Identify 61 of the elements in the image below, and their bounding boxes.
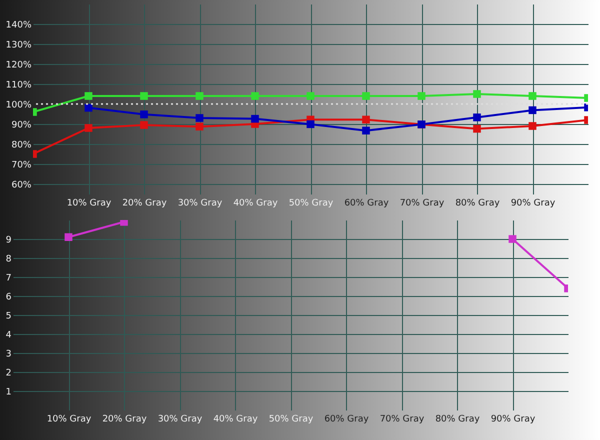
point — [473, 124, 481, 133]
point — [84, 92, 92, 100]
x-tick-label: 80% Gray — [435, 414, 480, 424]
point — [362, 126, 370, 134]
y-tick-label: 4 — [6, 330, 12, 340]
x-tick-label: 20% Gray — [102, 414, 148, 424]
x-tick-label: 80% Gray — [455, 198, 500, 208]
y-tick-label: 120% — [6, 60, 32, 70]
point — [473, 90, 481, 98]
x-tick-label: 60% Gray — [324, 414, 370, 424]
y-tick-label: 100% — [6, 100, 32, 110]
x-tick-label: 30% Gray — [178, 198, 223, 208]
x-tick-label: 40% Gray — [233, 198, 278, 208]
point — [473, 114, 481, 122]
point — [196, 114, 204, 122]
x-tick-label: 70% Gray — [400, 198, 445, 208]
x-tick-label: 30% Gray — [158, 414, 203, 424]
y-tick-label: 60% — [11, 180, 32, 190]
point — [140, 121, 148, 129]
y-tick-label: 7 — [6, 274, 12, 284]
y-tick-label: 130% — [6, 40, 32, 50]
y-tick-label: 5 — [6, 312, 12, 322]
y-tick-label: 90% — [11, 120, 32, 130]
x-tick-label: 20% Gray — [122, 198, 168, 208]
x-tick-label: 70% Gray — [380, 414, 425, 424]
x-tick-label: 60% Gray — [344, 198, 390, 208]
y-tick-label: 9 — [6, 236, 12, 246]
point — [306, 120, 314, 128]
point — [362, 116, 370, 124]
y-tick-label: 6 — [6, 292, 12, 302]
x-tick-label: 50% Gray — [268, 414, 314, 424]
point — [84, 104, 92, 112]
point — [306, 92, 314, 100]
y-tick-label: 8 — [6, 254, 12, 264]
x-tick-label: 90% Gray — [510, 198, 556, 208]
point — [196, 122, 204, 130]
point — [418, 92, 426, 100]
point — [140, 110, 148, 118]
y-tick-label: 140% — [6, 20, 32, 30]
point — [251, 92, 259, 100]
point — [362, 92, 370, 100]
x-tick-label: 90% Gray — [490, 414, 536, 424]
point — [251, 114, 259, 123]
point — [64, 233, 72, 241]
y-tick-label: 1 — [6, 388, 12, 398]
y-tick-label: 110% — [6, 80, 32, 90]
y-tick-label: 80% — [11, 140, 32, 150]
x-tick-label: 40% Gray — [213, 414, 258, 424]
point — [84, 124, 92, 132]
x-tick-label: 10% Gray — [46, 414, 92, 424]
point — [528, 92, 536, 100]
point — [196, 92, 204, 100]
point — [120, 220, 128, 226]
point — [528, 106, 536, 114]
x-tick-label: 50% Gray — [288, 198, 334, 208]
x-tick-label: 10% Gray — [66, 198, 112, 208]
y-tick-label: 70% — [11, 160, 32, 170]
y-tick-label: 2 — [6, 368, 12, 378]
point — [528, 122, 536, 130]
y-tick-label: 3 — [6, 350, 12, 360]
point — [140, 92, 148, 100]
